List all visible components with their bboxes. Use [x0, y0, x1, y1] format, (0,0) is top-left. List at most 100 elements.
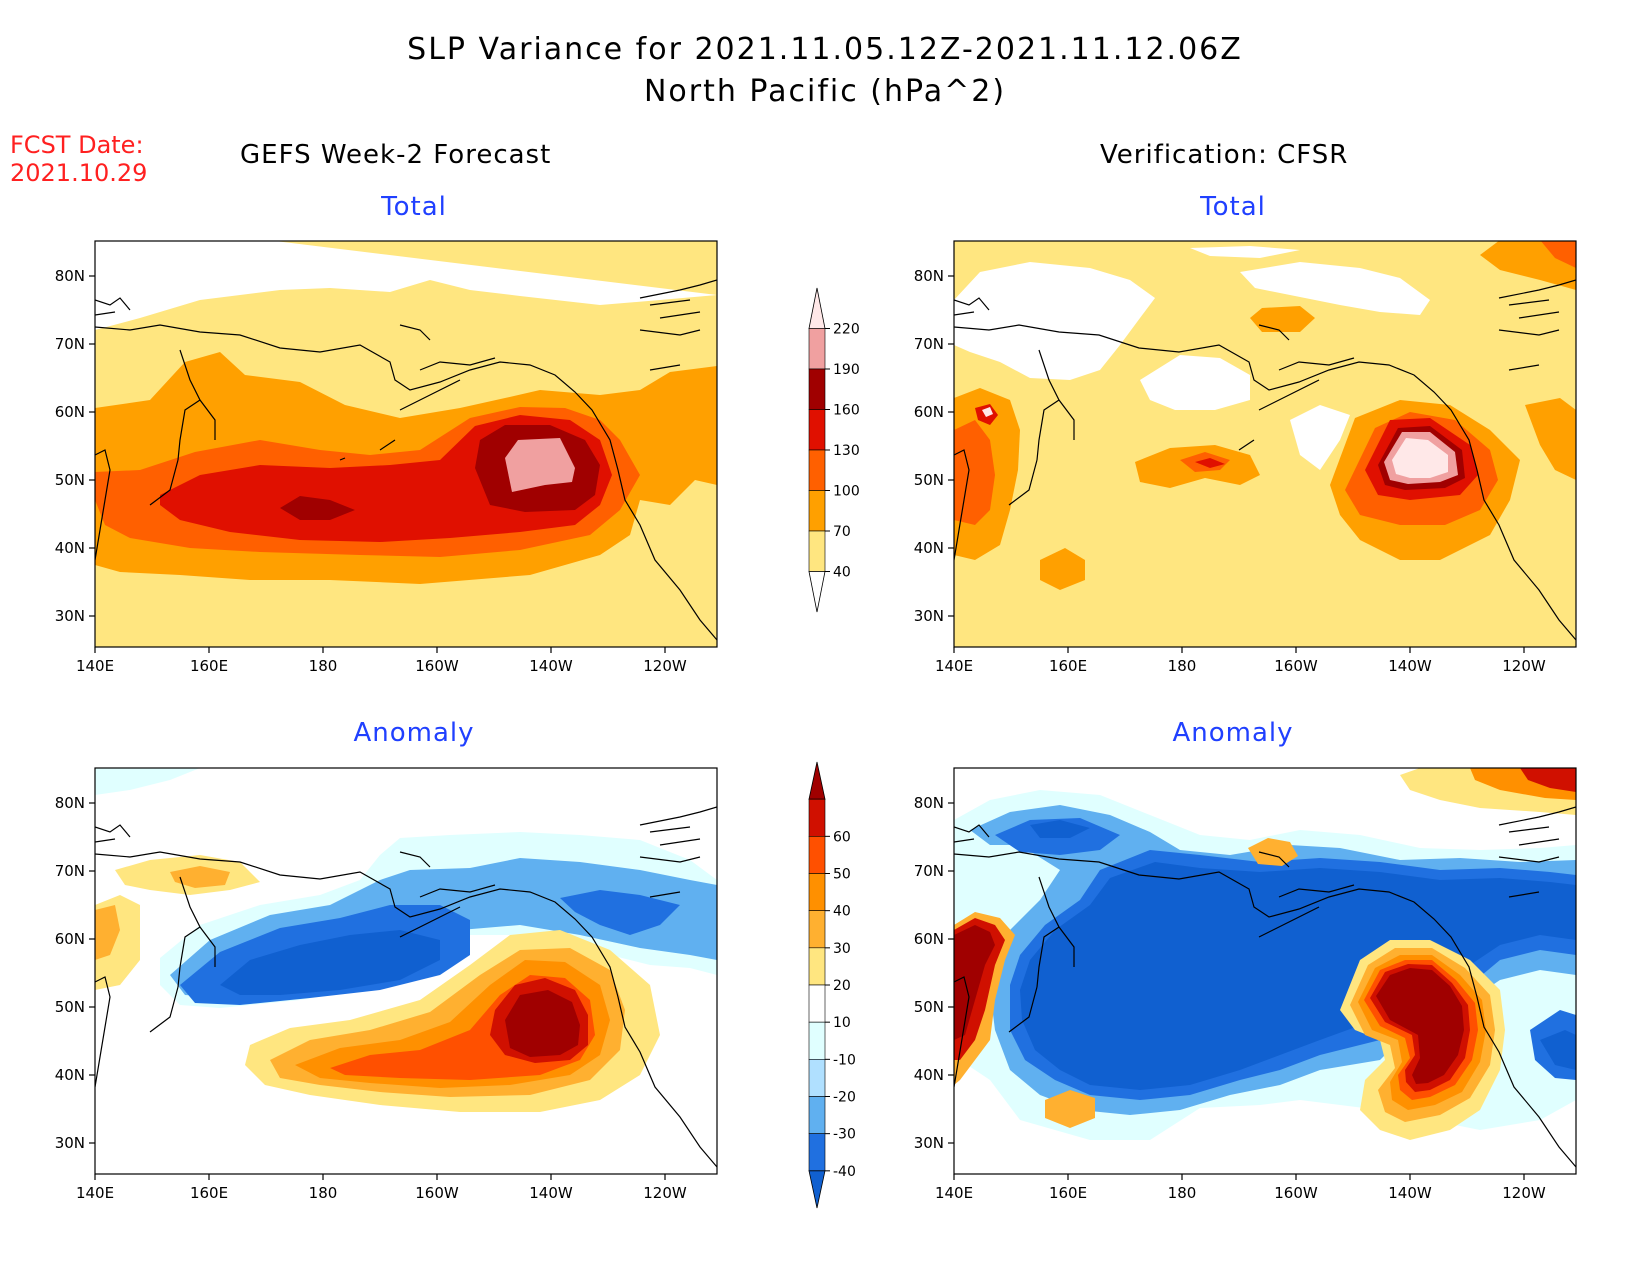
lon-tick-label: 180: [309, 657, 338, 675]
contour-70-100-east: [1525, 398, 1576, 480]
colorbar-swatch: [808, 409, 826, 451]
contour-220-gulf-b: [1392, 438, 1448, 478]
contour-190-220: [505, 438, 575, 492]
anom-pos-west-2: [95, 905, 120, 960]
colorbar-label: 130: [833, 443, 860, 459]
lat-tick-label: 30N: [914, 1134, 944, 1152]
lat-tick-label: 50N: [914, 471, 944, 489]
anom-pos-kam-60: [954, 925, 995, 1040]
verification-header: Verification: CFSR: [1100, 140, 1349, 170]
colorbar-total: 40 70 100 130 160 190 220: [808, 287, 860, 613]
map-verification-total: [953, 240, 1577, 648]
anom-neg-30-east: [560, 890, 680, 935]
colorbar-swatch: [808, 1059, 826, 1097]
colorbar-label: 100: [833, 484, 860, 500]
contour-70-100-north: [1250, 306, 1315, 332]
low-variance-bering: [1140, 355, 1250, 410]
lat-tick-label: 80N: [914, 267, 944, 285]
figure-title-line1: SLP Variance for 2021.11.05.12Z-2021.11.…: [407, 32, 1243, 67]
lon-tick-label: 140E: [76, 1184, 114, 1202]
anom-pos-nw-2: [170, 866, 230, 888]
frame-a: [94, 240, 718, 648]
anom-pos-s: [1045, 1090, 1095, 1128]
lat-tick-label: 40N: [914, 1066, 944, 1084]
colorbar-swatch: [808, 910, 826, 949]
lat-tick-label: 70N: [914, 335, 944, 353]
colorbar-swatch: [808, 530, 826, 572]
colorbar-swatch: [808, 836, 826, 874]
lon-tick-label: 180: [1168, 657, 1197, 675]
frame-d: [953, 767, 1577, 1175]
lat-tick-label: 60N: [55, 403, 85, 421]
anom-neg-nw: [95, 768, 200, 795]
lon-tick-label: 140W: [529, 657, 573, 675]
lat-tick-label: 50N: [55, 998, 85, 1016]
colorbar-swatch: [808, 490, 826, 532]
figure-title-line2: North Pacific (hPa^2): [643, 74, 1007, 109]
lat-tick-label: 50N: [914, 998, 944, 1016]
coastlines-c: [95, 806, 717, 1168]
lat-tick-label: 50N: [55, 471, 85, 489]
forecast-anomaly-title: Anomaly: [353, 718, 475, 748]
lon-tick-label: 140W: [529, 1184, 573, 1202]
lat-tick-label: 70N: [55, 335, 85, 353]
axes: 80N 70N 60N 50N 40N 30N 140E 160E 180 160W 140W 120…: [55, 267, 1546, 1202]
anom-neg-40-b: [1020, 862, 1576, 1090]
lon-tick-label: 120W: [643, 657, 687, 675]
fcst-date-value: 2021.10.29: [10, 159, 148, 187]
forecast-header: GEFS Week-2 Forecast: [240, 140, 552, 170]
map-forecast-anomaly: [94, 767, 718, 1175]
lon-tick-label: 160W: [1274, 1184, 1318, 1202]
colorbar-label: 40: [833, 904, 851, 920]
colorbar-swatch: [808, 449, 826, 491]
coastlines-a: [95, 279, 717, 641]
lat-tick-label: 80N: [55, 794, 85, 812]
lat-tick-label: 40N: [55, 1066, 85, 1084]
lon-tick-label: 180: [309, 1184, 338, 1202]
low-variance-arctic: [1240, 262, 1430, 315]
colorbar-top-triangle: [808, 761, 826, 800]
colorbar-top-triangle: [808, 287, 826, 329]
colorbar-bottom-triangle: [808, 1170, 826, 1209]
colorbar-swatch: [808, 947, 826, 986]
low-variance-gulf: [1290, 405, 1350, 470]
lon-tick-label: 140W: [1388, 657, 1432, 675]
lon-tick-label: 120W: [643, 1184, 687, 1202]
colorbar-swatch: [808, 1021, 826, 1060]
lat-tick-label: 80N: [55, 267, 85, 285]
colorbar-label: 20: [833, 978, 851, 994]
forecast-total-title: Total: [381, 192, 447, 222]
anom-pos-60: [505, 990, 580, 1057]
colorbar-label: -10: [833, 1052, 856, 1068]
coastlines-d: [954, 806, 1576, 1168]
colorbar-swatch: [808, 984, 826, 1023]
colorbar-label: 190: [833, 362, 860, 378]
lat-tick-label: 30N: [914, 607, 944, 625]
lon-tick-label: 140E: [76, 657, 114, 675]
anom-pos-gulf-60: [1376, 968, 1464, 1084]
low-variance-north: [954, 262, 1155, 380]
coastlines-b: [954, 279, 1576, 641]
lon-tick-label: 160W: [415, 657, 459, 675]
verification-total-title: Total: [1200, 192, 1266, 222]
colorbar-label: 40: [833, 565, 851, 581]
colorbar-swatch: [808, 1133, 826, 1172]
colorbar-label: -20: [833, 1090, 856, 1106]
lat-tick-label: 80N: [914, 794, 944, 812]
frame-b: [953, 240, 1577, 648]
lon-tick-label: 160E: [1049, 1184, 1087, 1202]
low-variance-top: [1190, 246, 1300, 258]
colorbar-label: 10: [833, 1015, 851, 1031]
lon-tick-label: 160W: [415, 1184, 459, 1202]
lon-tick-label: 140E: [935, 1184, 973, 1202]
contour-70-100-s: [1040, 548, 1085, 590]
colorbar-label: -30: [833, 1127, 856, 1143]
anom-neg-40-nw: [1030, 820, 1090, 838]
lon-tick-label: 180: [1168, 1184, 1197, 1202]
contour-220-kam-b: [982, 407, 993, 417]
anom-neg-40: [220, 930, 440, 995]
colorbar-label: 60: [833, 829, 851, 845]
colorbar-label: 50: [833, 867, 851, 883]
lon-tick-label: 160E: [1049, 657, 1087, 675]
lat-tick-label: 60N: [914, 403, 944, 421]
